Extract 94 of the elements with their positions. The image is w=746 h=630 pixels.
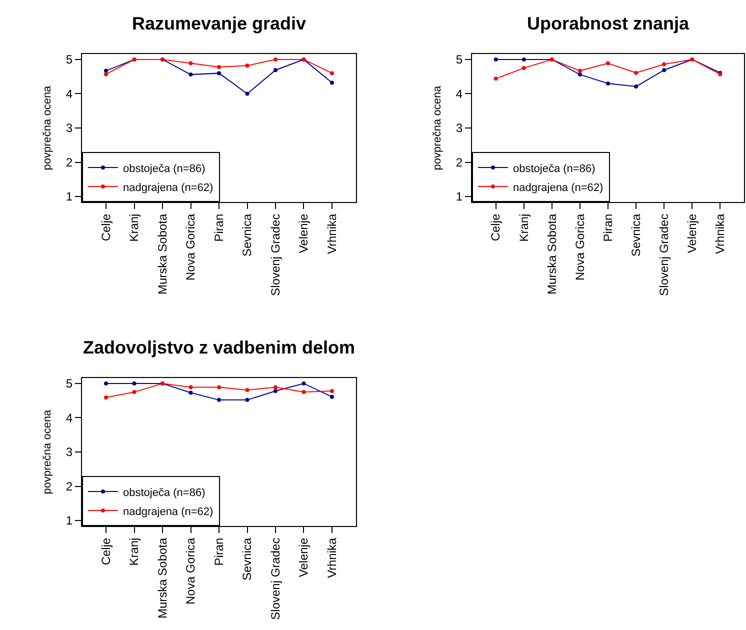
- point: [606, 61, 610, 66]
- legend-label: nadgrajena (n=62): [123, 182, 214, 194]
- x-tick-label: Vrhnika: [713, 213, 728, 254]
- legend-label: obstoječa (n=86): [123, 486, 206, 499]
- x-tick-label: Kranj: [516, 214, 531, 242]
- point: [188, 72, 193, 77]
- y-tick-label: 5: [66, 376, 73, 391]
- point: [330, 389, 334, 394]
- point: [578, 68, 582, 73]
- y-tick-label: 2: [66, 155, 73, 170]
- x-tick-label: Velenje: [685, 213, 700, 254]
- point: [522, 66, 526, 70]
- point: [188, 390, 193, 395]
- x-tick-label: Murska Sobota: [544, 213, 559, 295]
- x-tick-label: Murska Sobota: [155, 213, 170, 295]
- x-tick-label: Celje: [98, 537, 113, 566]
- y-tick-label: 3: [66, 121, 73, 136]
- legend-label: nadgrajena (n=62): [123, 506, 214, 518]
- x-tick-label: Sevnica: [240, 537, 254, 581]
- x-tick-label: Slovenj Gradec: [656, 214, 671, 296]
- x-tick-label: Slovenj Gradec: [268, 214, 282, 296]
- y-tick-label: 3: [456, 121, 463, 136]
- point: [662, 62, 666, 66]
- point: [245, 388, 250, 392]
- y-tick-label: 4: [456, 86, 463, 101]
- point: [330, 71, 334, 76]
- legend-label: obstoječa (n=86): [123, 162, 206, 175]
- y-tick-label: 3: [66, 445, 73, 460]
- y-tick-label: 4: [66, 86, 73, 101]
- x-tick-label: Celje: [488, 213, 503, 242]
- x-tick-label: Sevnica: [240, 213, 254, 257]
- y-tick-label: 2: [66, 479, 73, 494]
- y-tick-label: 2: [456, 155, 463, 170]
- chart-title: Zadovoljstvo z vadbenim delom: [82, 337, 356, 358]
- point: [494, 57, 498, 62]
- point: [104, 72, 108, 76]
- x-tick-label: Piran: [212, 214, 226, 242]
- point: [132, 390, 136, 394]
- point: [188, 61, 193, 66]
- y-tick-label: 5: [66, 52, 73, 67]
- y-tick-label: 5: [456, 52, 463, 67]
- point: [634, 84, 638, 89]
- y-axis-title: povprečna ocena: [42, 84, 54, 170]
- point: [245, 398, 250, 402]
- chart-title: Uporabnost znanja: [526, 13, 690, 34]
- point: [217, 65, 221, 70]
- x-tick-label: Nova Gorica: [572, 213, 587, 281]
- y-tick-label: 1: [66, 190, 73, 204]
- y-tick-label: 1: [456, 190, 463, 204]
- x-tick-label: Velenje: [296, 213, 311, 254]
- point: [217, 398, 221, 402]
- point: [104, 381, 108, 386]
- x-tick-label: Slovenj Gradec: [268, 538, 282, 620]
- point: [188, 385, 193, 390]
- point: [104, 396, 108, 400]
- legend-label: obstoječa (n=86): [513, 162, 596, 175]
- x-tick-label: Kranj: [127, 538, 142, 566]
- x-tick-label: Sevnica: [628, 213, 643, 257]
- point: [217, 385, 221, 390]
- x-tick-label: Vrhnika: [324, 213, 339, 254]
- point: [330, 80, 334, 85]
- legend-label: nadgrajena (n=62): [513, 182, 604, 194]
- point: [217, 71, 221, 76]
- x-tick-label: Velenje: [296, 537, 311, 578]
- point: [132, 381, 136, 386]
- y-tick-label: 4: [66, 410, 73, 425]
- point: [273, 57, 278, 62]
- x-tick-label: Piran: [212, 538, 226, 566]
- point: [578, 72, 582, 77]
- point: [522, 57, 526, 62]
- x-tick-label: Nova Gorica: [184, 213, 198, 281]
- x-tick-label: Celje: [98, 213, 113, 242]
- point: [662, 68, 666, 72]
- x-tick-label: Kranj: [127, 214, 142, 242]
- point: [494, 76, 498, 81]
- x-tick-label: Nova Gorica: [184, 537, 198, 605]
- chart-title: Razumevanje gradiv: [132, 13, 306, 34]
- point: [273, 68, 278, 72]
- point: [273, 385, 278, 390]
- point: [245, 64, 250, 68]
- point: [302, 381, 306, 386]
- x-tick-label: Murska Sobota: [155, 537, 170, 619]
- y-axis-title: povprečna ocena: [42, 408, 54, 494]
- point: [302, 390, 306, 394]
- point: [104, 68, 108, 73]
- point: [634, 70, 638, 75]
- y-tick-label: 1: [66, 514, 73, 528]
- x-tick-label: Piran: [600, 214, 615, 242]
- x-tick-label: Vrhnika: [324, 537, 339, 578]
- point: [606, 81, 610, 86]
- point: [245, 92, 250, 96]
- point: [273, 389, 278, 394]
- point: [330, 394, 334, 399]
- y-axis-title: povprečna ocena: [432, 84, 444, 170]
